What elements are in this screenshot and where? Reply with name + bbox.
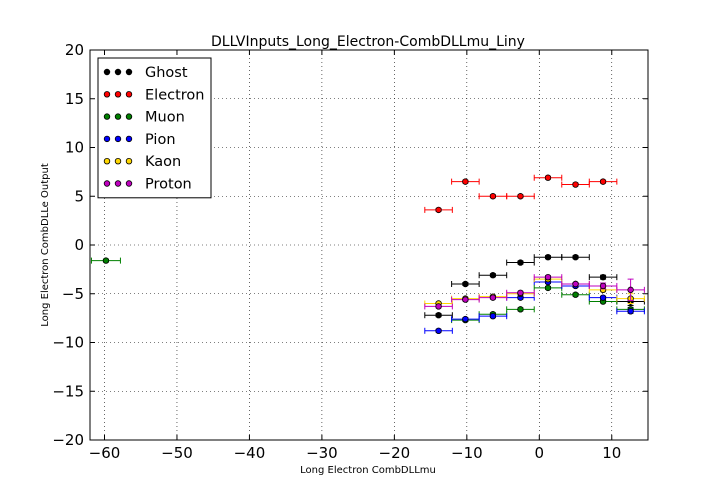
data-point [435,303,442,310]
legend-marker [125,91,133,98]
series-layer [90,174,645,334]
legend-label: Muon [145,110,185,126]
x-tick-label: −60 [89,444,121,462]
data-point [462,178,469,185]
data-point [517,289,524,296]
legend-marker [103,113,111,120]
legend-marker [125,68,133,76]
y-tick-label: 20 [65,41,84,59]
data-point [517,306,524,313]
legend-label: Kaon [145,154,181,170]
y-tick-label: −10 [52,334,84,352]
x-tick-label: −30 [306,444,338,462]
legend-marker [114,91,122,98]
y-tick-label: 15 [65,90,84,108]
data-point [462,315,469,323]
data-point [572,181,579,188]
legend-label: Proton [145,177,192,193]
legend-marker [125,135,133,143]
legend-label: Pion [145,132,176,148]
data-point [544,284,552,292]
data-point [544,273,552,281]
data-point [462,280,469,288]
y-tick-label: 10 [65,139,84,157]
data-point [599,294,607,301]
y-tick-label: −15 [52,382,84,400]
data-point [572,280,579,288]
data-point [435,312,442,319]
data-point [489,272,497,279]
data-point [489,294,497,301]
legend-marker [114,180,122,187]
x-tick-label: −50 [161,444,193,462]
data-point [102,257,110,264]
data-point [435,327,442,334]
data-point [544,174,552,181]
data-point [572,253,579,261]
legend-marker [103,135,111,143]
x-tick-label: 0 [535,444,545,462]
data-point [517,259,524,266]
legend-label: Electron [145,87,204,103]
x-tick-label: −10 [451,444,483,462]
legend-marker [125,180,133,187]
x-tick-label: 10 [602,444,621,462]
data-point [627,308,634,315]
data-point [599,282,607,290]
legend-marker [114,135,122,143]
data-point [435,206,442,214]
legend-marker [114,68,122,76]
legend-marker [103,180,111,187]
data-point [599,178,607,185]
data-point [544,253,552,261]
x-tick-label: −20 [379,444,411,462]
legend-marker [125,113,133,120]
data-point [489,312,497,320]
legend-box [97,57,212,199]
series-electron [424,174,618,214]
legend-marker [114,157,122,165]
data-point [572,291,579,298]
legend: Ghost Electron Muon Pion Kaon Proton [97,57,212,199]
y-axis-label: Long Electron CombDLLe Output [40,163,51,327]
y-tick-label: −20 [52,431,84,449]
chart-title: DLLVInputs_Long_Electron-CombDLLmu_Liny [211,34,525,50]
legend-label: Ghost [145,65,188,81]
legend-marker [103,68,111,76]
data-point [489,193,497,200]
legend-marker [114,113,122,120]
x-axis-label: Long Electron CombDLLmu [300,465,436,476]
y-tick-label: 0 [74,236,84,254]
data-point [627,286,634,294]
data-point [462,296,469,303]
x-tick-label: −40 [234,444,266,462]
series-proton [424,273,645,310]
legend-marker [125,157,133,165]
data-point [599,273,607,281]
legend-marker [103,157,111,165]
data-point [517,193,524,200]
y-tick-label: −5 [62,285,84,303]
y-tick-label: 5 [74,187,84,205]
legend-marker [103,91,111,98]
